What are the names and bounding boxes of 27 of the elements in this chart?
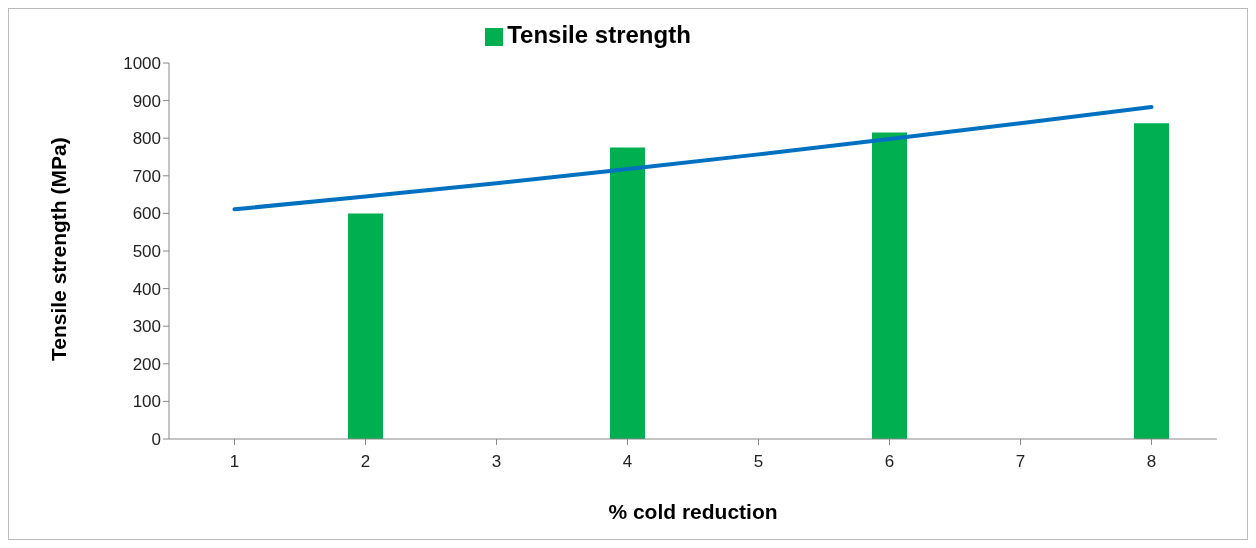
y-tick-label: 0: [151, 430, 161, 450]
x-tick-label: 7: [1015, 452, 1026, 472]
x-axis-title: % cold reduction: [608, 500, 778, 523]
bar: [610, 147, 645, 439]
y-tick-label: 700: [132, 166, 161, 186]
y-tick-label: 200: [132, 354, 161, 374]
y-tick-label: 100: [132, 392, 161, 412]
bar: [872, 132, 907, 439]
y-tick-label: 1000: [123, 54, 161, 74]
y-tick-label: 800: [132, 129, 161, 149]
y-tick-label: 400: [132, 279, 161, 299]
legend-label: Tensile strength: [507, 21, 691, 48]
x-tick-label: 5: [753, 452, 764, 472]
x-tick-label: 6: [884, 452, 895, 472]
y-axis-title: Tensile strength (MPa): [47, 137, 71, 361]
bar: [348, 213, 383, 439]
x-tick-label: 2: [360, 452, 371, 472]
x-tick-label: 4: [622, 452, 633, 472]
line-series: [232, 104, 1154, 212]
y-tick-label: 300: [132, 317, 161, 337]
x-tick-label: 8: [1146, 452, 1157, 472]
x-tick-label: 3: [491, 452, 502, 472]
bar: [1134, 123, 1169, 439]
y-tick-label: 600: [132, 204, 161, 224]
y-tick-label: 500: [132, 242, 161, 262]
y-tick-label: 900: [132, 91, 161, 111]
x-tick-label: 1: [229, 452, 240, 472]
